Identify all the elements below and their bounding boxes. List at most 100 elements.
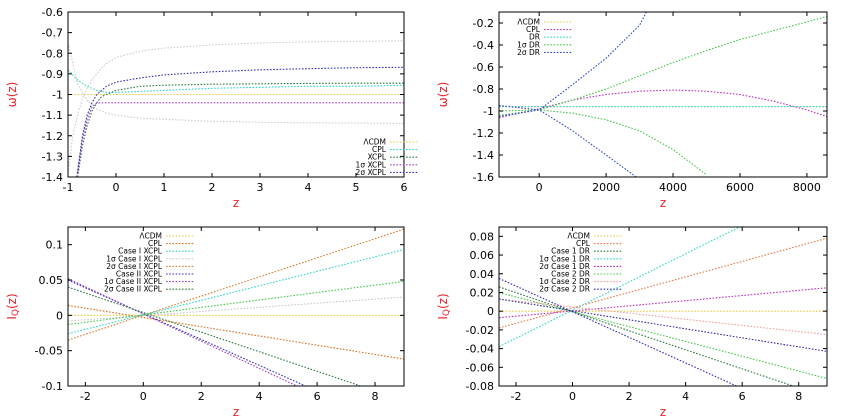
y-tick-label: -0.6	[473, 61, 494, 74]
series-group	[68, 40, 404, 177]
y-tick-label: -0.2	[473, 17, 494, 30]
y-tick-label: -0.8	[473, 83, 494, 96]
series-line-unlabeled-5	[68, 40, 404, 173]
y-axis-label-rest: (z)	[5, 293, 19, 309]
legend-label: ΛCDM	[139, 232, 162, 241]
legend-label: ΛCDM	[517, 18, 540, 27]
series-line-1-case-2-dr	[499, 298, 827, 336]
x-tick-label: -2	[510, 390, 521, 403]
plot-frame	[67, 226, 405, 387]
legend-label: 2σ DR	[517, 48, 540, 57]
x-axis-label: z	[233, 405, 239, 419]
legend-label: 2σ Case II XCPL	[104, 285, 163, 294]
legend-label: Case 2 DR	[551, 270, 590, 279]
y-axis-label-main: I	[436, 316, 450, 320]
y-axis-label-sub: Q	[11, 309, 21, 316]
legend-label: 2σ Case I XCPL	[106, 262, 163, 271]
series-line-1-case-i-xcpl	[68, 296, 404, 322]
series-line-2-case-i-xcpl	[68, 228, 404, 341]
x-axis-label: z	[233, 196, 239, 210]
plot-frame	[498, 11, 828, 178]
y-tick-label: 0.05	[39, 274, 64, 287]
x-tick-label: 8	[795, 390, 802, 403]
legend-label: Case I XCPL	[118, 247, 163, 256]
x-tick-label: 6	[314, 390, 321, 403]
series-group	[499, 227, 827, 386]
chart-1: -1 0 1 2 3 4 5 6 -1.4 -1.3 -1.2 -1.1 -1 -0.9 -0.8 -0.7 -…	[5, 6, 418, 210]
legend-label: 1σ Case I XCPL	[106, 254, 163, 263]
y-axis-label: ω(z)	[5, 82, 19, 108]
legend-label: CPL	[148, 239, 163, 248]
series-line-unlabeled-5	[499, 109, 707, 176]
legend-label: CPL	[526, 25, 541, 34]
y-tick-label: -1.4	[42, 171, 63, 184]
legend-label: DR	[529, 33, 540, 42]
y-tick-label: 0.08	[470, 230, 495, 243]
series-line-cpl	[68, 69, 404, 93]
y-tick-label: -0.9	[42, 68, 63, 81]
y-tick-label: -0.06	[466, 361, 494, 374]
series-group	[68, 228, 404, 386]
y-tick-label: -1.3	[42, 150, 63, 163]
series-line-2-dr	[499, 12, 647, 118]
x-tick-label: 4	[305, 181, 312, 194]
y-tick-label: -0.04	[466, 343, 494, 356]
legend-label: 2σ Case 2 DR	[539, 285, 590, 294]
chart-2: 0 2000 4000 6000 8000 -1.6 -1.4 -1.2 -1 -0.8 -0.6 -…	[436, 11, 828, 210]
x-axis-label: z	[660, 196, 666, 210]
y-tick-label: -1	[483, 105, 494, 118]
x-tick-label: 4	[682, 390, 689, 403]
series-line-unlabeled-6	[499, 104, 637, 177]
x-tick-label: 4000	[659, 181, 687, 194]
y-tick-label: -0.6	[42, 6, 63, 19]
x-tick-label: 2	[626, 390, 633, 403]
series-line-1-case-ii-xcpl	[68, 278, 298, 386]
legend-label: 2σ Case 1 DR	[539, 262, 590, 271]
x-tick-label: -1	[63, 181, 74, 194]
x-tick-label: -2	[80, 390, 91, 403]
y-tick-label: -0.05	[35, 345, 63, 358]
legend-label: Case II XCPL	[116, 270, 163, 279]
y-axis-label-rest: (z)	[436, 293, 450, 309]
chart-4: -2 0 2 4 6 8 -0.08 -0.06 -0.04 -0.02 0 0.02 0.04 0.06…	[436, 226, 828, 419]
x-tick-label: 3	[257, 181, 264, 194]
y-tick-label: 0.02	[470, 286, 495, 299]
series-line-case-2-dr	[499, 291, 827, 380]
legend-label: ΛCDM	[567, 232, 590, 241]
legend-label: CPL	[372, 145, 387, 154]
y-axis-label: IQ(z)	[436, 293, 452, 319]
legend-label: CPL	[576, 239, 591, 248]
plot-frame	[498, 226, 828, 387]
x-tick-label: 4	[256, 390, 263, 403]
legend-label: XCPL	[367, 153, 386, 162]
y-tick-label: 0	[56, 309, 63, 322]
y-tick-label: 0.1	[46, 239, 64, 252]
y-axis-label: IQ(z)	[5, 293, 21, 319]
series-line-1-xcpl	[76, 102, 404, 177]
y-tick-label: -1.1	[42, 109, 63, 122]
series-line-cpl	[499, 237, 827, 329]
legend-label: ΛCDM	[363, 138, 386, 147]
x-tick-label: 0	[113, 181, 120, 194]
chart-3: -2 0 2 4 6 8-0.1-0.0500.050.1zIQ(z)ΛCDMCPLCas…	[5, 226, 405, 419]
y-tick-label: 0.04	[470, 268, 495, 281]
series-line-1-case-1-dr	[499, 227, 740, 348]
x-axis-label: z	[660, 405, 666, 419]
y-tick-label: -1.2	[473, 127, 494, 140]
legend-label: 1σ Case 1 DR	[539, 254, 590, 263]
series-line-2-case-ii-xcpl	[68, 286, 361, 386]
y-tick-label: -0.4	[473, 39, 494, 52]
y-axis-label-main: I	[5, 316, 19, 320]
legend-label: 2σ XCPL	[356, 168, 387, 177]
series-line-cpl	[499, 89, 827, 119]
y-tick-label: 0.06	[470, 249, 495, 262]
legend-label: 1σ XCPL	[356, 160, 387, 169]
y-axis-label-sub: Q	[442, 309, 452, 316]
x-tick-label: 0	[140, 390, 147, 403]
x-tick-label: 6000	[726, 181, 754, 194]
